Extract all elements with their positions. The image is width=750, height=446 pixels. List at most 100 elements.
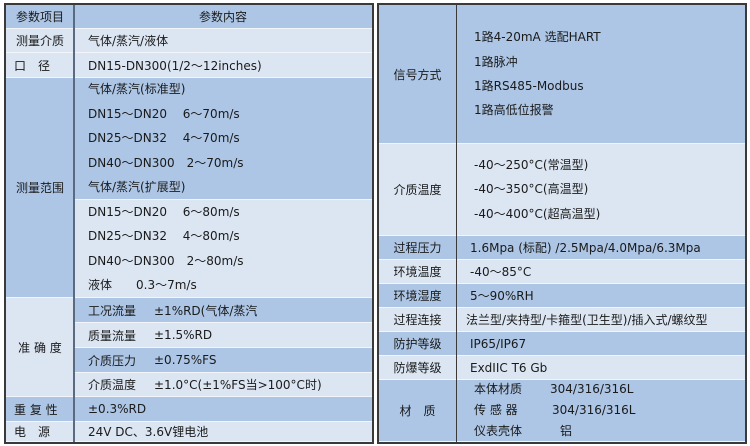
medium-value-text: 气体/蒸汽/液体 [88, 34, 169, 48]
spec-row-value: ExdIIC T6 Gb [456, 356, 745, 380]
accuracy-name: 介质压力 [88, 353, 137, 368]
repeatability-label-text: 重 复 性 [14, 402, 58, 417]
material-line: 本体材质 304/316/316L [474, 379, 633, 400]
spec-label: 防爆等级 [393, 361, 442, 375]
spec-row-label: 过程连接 [379, 308, 456, 332]
spec-row-label: 过程压力 [379, 236, 456, 260]
diameter-value-text: DN15-DN300(1/2～12inches) [88, 58, 262, 73]
spec-row-value: -40～85°C [456, 260, 745, 284]
medium-label: 测量介质 [6, 29, 74, 53]
range-line: 气体/蒸汽(标准型) [88, 82, 186, 97]
spec-row-value: 法兰型/夹持型/卡箍型(卫生型)/插入式/螺纹型 [456, 308, 745, 332]
range-line: DN25～DN32 4～70m/s [88, 131, 240, 146]
signal-values: 1路4-20mA 选配HART 1路脉冲 1路RS485-Modbus 1路高低… [456, 5, 745, 144]
spec-value: 1.6Mpa (标配) /2.5Mpa/4.0Mpa/6.3Mpa [470, 241, 701, 255]
signal-line: 1路4-20mA 选配HART [474, 30, 601, 45]
header-content-text: 参数内容 [198, 10, 247, 24]
diameter-value: DN15-DN300(1/2～12inches) [74, 53, 372, 78]
spec-label: 防护等级 [393, 337, 442, 351]
medium-temp-label: 介质温度 [379, 144, 456, 236]
material-name: 本体材质 [474, 382, 523, 396]
material-value: 铝 [560, 424, 573, 438]
accuracy-row: 工况流量 ±1%RD(气体/蒸汽 [74, 298, 372, 323]
accuracy-name: 工况流量 [88, 303, 137, 318]
accuracy-value: ±1.0°C(±1%FS当>100°C时) [154, 378, 322, 392]
power-label: 电 源 [6, 422, 74, 442]
material-values: 本体材质 304/316/316L 传 感 器 304/316/316L 仪表壳体 铝 [456, 380, 745, 442]
spec-row-label: 环境湿度 [379, 284, 456, 308]
material-line: 仪表壳体 铝 [474, 421, 572, 442]
diameter-label: 口 径 [6, 53, 74, 78]
medium-temp-label-text: 介质温度 [393, 183, 442, 197]
range-line: 液体 0.3～7m/s [88, 277, 197, 292]
power-value: 24V DC、3.6V锂电池 [74, 422, 372, 442]
signal-label: 信号方式 [379, 5, 456, 144]
signal-line: 1路脉冲 [474, 54, 518, 69]
spec-row-label: 防爆等级 [379, 356, 456, 380]
range-label: 测量范围 [6, 78, 74, 298]
range-line: DN15～DN20 6～80m/s [88, 204, 240, 219]
signal-line: 1路高低位报警 [474, 103, 554, 118]
range-line: DN15～DN20 6～70m/s [88, 106, 240, 121]
power-label-text: 电 源 [14, 425, 51, 439]
accuracy-value: ±1%RD(气体/蒸汽 [154, 303, 258, 318]
signal-label-text: 信号方式 [393, 67, 442, 82]
material-line: 传 感 器 304/316/316L [474, 400, 635, 421]
material-name: 传 感 器 [474, 403, 518, 417]
medium-label-text: 测量介质 [15, 34, 64, 48]
range-standard: 气体/蒸汽(标准型) DN15～DN20 6～70m/s DN25～DN32 4… [74, 78, 372, 200]
material-name: 仪表壳体 [474, 424, 523, 438]
accuracy-label-text: 准 确 度 [18, 340, 62, 355]
spec-value: IP65/IP67 [470, 336, 527, 351]
range-line: DN40～DN300 2～70m/s [88, 155, 244, 170]
spec-row-label: 防护等级 [379, 332, 456, 356]
column-divider [456, 5, 457, 442]
accuracy-value: ±1.5%RD [154, 328, 213, 342]
accuracy-name: 质量流量 [88, 328, 137, 343]
repeatability-value-text: ±0.3%RD [88, 402, 147, 416]
temp-line: -40～400°C(超高温型) [474, 206, 601, 221]
accuracy-name: 介质温度 [88, 378, 137, 392]
column-divider [73, 5, 75, 442]
medium-value: 气体/蒸汽/液体 [74, 29, 372, 53]
repeatability-value: ±0.3%RD [74, 397, 372, 422]
spec-row-value: IP65/IP67 [456, 332, 745, 356]
spec-row-value: 1.6Mpa (标配) /2.5Mpa/4.0Mpa/6.3Mpa [456, 236, 745, 260]
power-value-text: 24V DC、3.6V锂电池 [88, 425, 209, 439]
spec-label: 过程连接 [393, 313, 442, 327]
accuracy-label: 准 确 度 [6, 298, 74, 397]
spec-row-label: 环境温度 [379, 260, 456, 284]
accuracy-row: 介质压力 ±0.75%FS [74, 348, 372, 373]
material-label: 材 质 [379, 380, 456, 442]
repeatability-label: 重 复 性 [6, 397, 74, 422]
range-label-text: 测量范围 [15, 181, 64, 195]
diameter-label-text: 口 径 [14, 58, 51, 73]
material-value: 304/316/316L [550, 382, 634, 396]
spec-value: -40～85°C [470, 265, 532, 279]
accuracy-row: 介质温度 ±1.0°C(±1%FS当>100°C时) [74, 373, 372, 397]
spec-value: ExdIIC T6 Gb [470, 360, 548, 375]
spec-value: 法兰型/夹持型/卡箍型(卫生型)/插入式/螺纹型 [466, 313, 708, 327]
header-item-text: 参数项目 [15, 10, 64, 24]
material-value: 304/316/316L [552, 403, 636, 417]
range-line: DN40～DN300 2～80m/s [88, 253, 244, 268]
range-line: 气体/蒸汽(扩展型) [88, 180, 186, 195]
signal-line: 1路RS485-Modbus [474, 79, 584, 93]
spec-label: 环境温度 [393, 265, 442, 279]
temp-line: -40～250°C(常温型) [474, 157, 589, 172]
accuracy-value: ±0.75%FS [154, 353, 217, 367]
spec-label: 环境湿度 [393, 289, 442, 303]
range-extended: DN15～DN20 6～80m/s DN25～DN32 4～80m/s DN40… [74, 200, 372, 298]
spec-row-value: 5～90%RH [456, 284, 745, 308]
temp-line: -40～350°C(高温型) [474, 182, 589, 197]
spec-value: 5～90%RH [470, 289, 534, 303]
header-item: 参数项目 [6, 5, 74, 29]
material-label-text: 材 质 [399, 404, 436, 418]
header-content: 参数内容 [74, 5, 372, 29]
spec-table-right: 信号方式 1路4-20mA 选配HART 1路脉冲 1路RS485-Modbus… [377, 3, 747, 444]
spec-table-left: 参数项目 参数内容 测量介质 气体/蒸汽/液体 口 径 DN15-DN300(1… [4, 3, 374, 444]
range-line: DN25～DN32 4～80m/s [88, 229, 240, 244]
spec-label: 过程压力 [393, 241, 442, 255]
accuracy-row: 质量流量 ±1.5%RD [74, 323, 372, 348]
medium-temp-values: -40～250°C(常温型) -40～350°C(高温型) -40～400°C(… [456, 144, 745, 236]
